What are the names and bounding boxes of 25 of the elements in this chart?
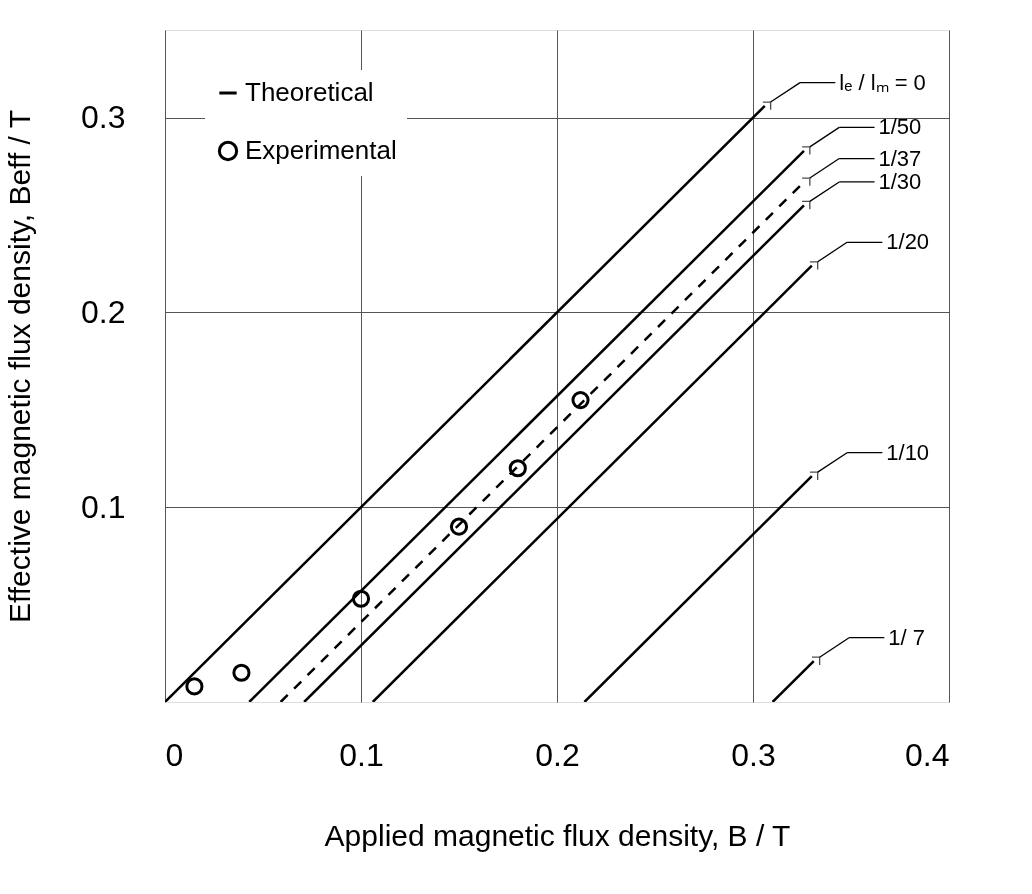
legend-label: 1/10 [886, 439, 930, 465]
point [185, 677, 204, 696]
point [449, 517, 469, 536]
point [508, 459, 527, 478]
x-axis-title: Applied magnetic flux density, B / T [324, 818, 791, 852]
x-tick-label: 0.4 [905, 736, 950, 773]
legend-label: lₑ / lₘ = 0 [839, 69, 926, 95]
x-tick-label: 0.3 [731, 736, 776, 773]
point [232, 663, 251, 682]
y-tick-label: 0.3 [81, 99, 126, 136]
y-tick-label: 0.2 [81, 293, 126, 330]
y-axis-title: Effective magnetic flux density, Beff / T [3, 109, 37, 624]
legend-label: 1/20 [886, 229, 930, 255]
y-tick-label: 0.1 [81, 488, 126, 525]
point [571, 391, 590, 410]
x-tick-label: 0.2 [535, 736, 580, 773]
annotation: Theoretical [245, 77, 374, 107]
x-tick-label: 0 [165, 736, 184, 773]
legend-label: 1/37 [878, 145, 922, 171]
x-tick-label: 0.1 [339, 736, 384, 773]
legend-label: 1/30 [878, 168, 922, 194]
legend-label: 1/50 [878, 114, 922, 140]
point [351, 589, 371, 608]
legend-label: Experimental [245, 135, 397, 165]
legend-label: 1/ 7 [888, 624, 925, 650]
